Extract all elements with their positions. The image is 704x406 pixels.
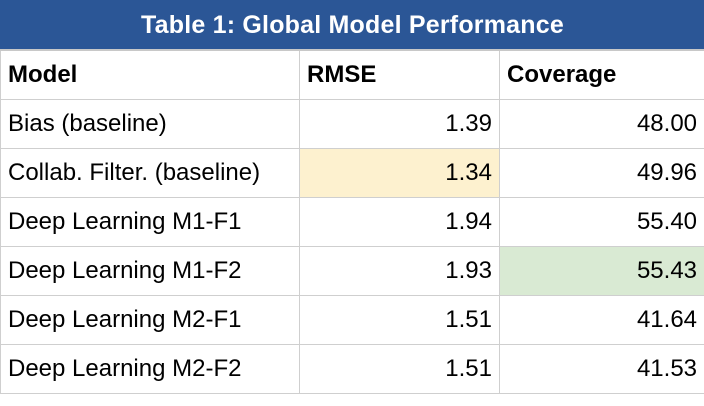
model-cell: Deep Learning M1-F1 [0,197,300,247]
performance-table: Table 1: Global Model Performance Model … [0,0,704,394]
rmse-cell: 1.93 [299,246,500,296]
coverage-cell: 55.40 [498,197,704,247]
rmse-cell: 1.39 [299,99,500,149]
rmse-cell-best: 1.34 [299,148,500,198]
model-cell: Bias (baseline) [0,99,300,149]
table-row: Bias (baseline) 1.39 48.00 [0,99,704,149]
model-cell: Deep Learning M1-F2 [0,246,300,296]
model-cell: Collab. Filter. (baseline) [0,148,300,198]
table-row: Collab. Filter. (baseline) 1.34 49.96 [0,148,704,198]
column-header-rmse: RMSE [299,49,500,100]
coverage-cell: 49.96 [498,148,704,198]
table-row: Deep Learning M1-F2 1.93 55.43 [0,246,704,296]
title-row: Table 1: Global Model Performance [0,0,704,51]
model-cell: Deep Learning M2-F1 [0,295,300,345]
table-row: Deep Learning M2-F1 1.51 41.64 [0,295,704,345]
coverage-cell: 41.64 [498,295,704,345]
model-cell: Deep Learning M2-F2 [0,344,300,394]
table-row: Deep Learning M2-F2 1.51 41.53 [0,344,704,394]
column-header-model: Model [0,49,300,100]
table-title: Table 1: Global Model Performance [0,0,704,51]
column-header-coverage: Coverage [498,49,704,100]
coverage-cell: 41.53 [498,344,704,394]
rmse-cell: 1.51 [299,295,500,345]
table-row: Deep Learning M1-F1 1.94 55.40 [0,197,704,247]
coverage-cell: 48.00 [498,99,704,149]
coverage-cell-best: 55.43 [498,246,704,296]
rmse-cell: 1.51 [299,344,500,394]
header-row: Model RMSE Coverage [0,49,704,100]
rmse-cell: 1.94 [299,197,500,247]
